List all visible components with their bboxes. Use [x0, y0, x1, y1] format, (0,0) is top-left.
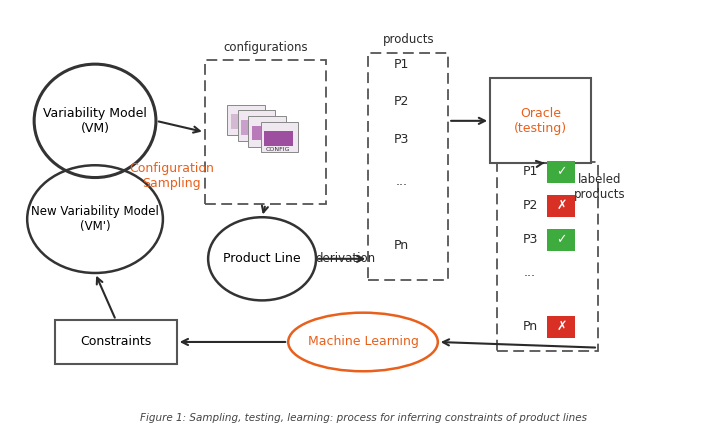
FancyBboxPatch shape [547, 161, 575, 183]
Text: P3: P3 [393, 133, 409, 146]
Text: ✗: ✗ [556, 199, 566, 212]
Text: CONFIG: CONFIG [266, 147, 290, 153]
Bar [205, 60, 327, 204]
Text: ✗: ✗ [556, 320, 566, 333]
FancyBboxPatch shape [241, 120, 270, 135]
Text: Machine Learning: Machine Learning [308, 335, 418, 348]
Text: Oracle
(testing): Oracle (testing) [514, 107, 567, 135]
FancyBboxPatch shape [248, 116, 286, 147]
Bar [490, 78, 591, 163]
Text: Pn: Pn [393, 239, 409, 252]
Text: Figure 1: Sampling, testing, learning: process for inferring constraints of prod: Figure 1: Sampling, testing, learning: p… [139, 413, 587, 423]
FancyBboxPatch shape [237, 110, 275, 141]
Text: P1: P1 [393, 58, 409, 71]
Text: Variability Model
(VM): Variability Model (VM) [43, 107, 147, 135]
Bar [497, 162, 598, 351]
Text: Product Line: Product Line [224, 252, 301, 265]
Text: P1: P1 [522, 165, 538, 178]
FancyBboxPatch shape [264, 131, 293, 146]
FancyBboxPatch shape [261, 122, 298, 152]
Bar [368, 53, 448, 280]
Bar [55, 320, 177, 364]
FancyBboxPatch shape [227, 105, 265, 135]
Text: ✓: ✓ [556, 165, 566, 178]
Text: P3: P3 [522, 233, 538, 246]
Text: ...: ... [395, 175, 407, 188]
Text: P2: P2 [522, 199, 538, 212]
Text: products: products [383, 33, 434, 46]
FancyBboxPatch shape [547, 229, 575, 251]
Text: labeled
products: labeled products [574, 173, 626, 201]
Text: Configuration
Sampling: Configuration Sampling [129, 162, 214, 190]
FancyBboxPatch shape [231, 114, 260, 129]
Text: derivation: derivation [316, 252, 375, 265]
FancyBboxPatch shape [252, 126, 281, 141]
Text: ✓: ✓ [556, 233, 566, 246]
Text: Pn: Pn [523, 320, 537, 333]
FancyBboxPatch shape [547, 316, 575, 338]
Text: ...: ... [524, 266, 536, 279]
Text: P2: P2 [393, 96, 409, 108]
Text: New Variability Model
(VM'): New Variability Model (VM') [31, 205, 159, 233]
Text: configurations: configurations [224, 40, 308, 54]
Text: Constraints: Constraints [81, 335, 152, 348]
FancyBboxPatch shape [547, 195, 575, 217]
